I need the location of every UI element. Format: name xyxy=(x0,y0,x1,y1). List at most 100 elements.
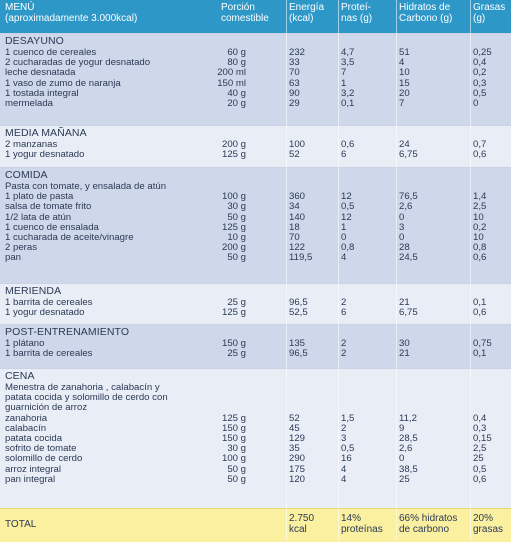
item-protein: 7 xyxy=(341,67,347,79)
table-row: pan 50 g 119,5 4 24,5 0,6 xyxy=(0,253,511,263)
item-protein: 2 xyxy=(341,338,347,349)
section-description: Menestra de zanahoria , calabacín y pata… xyxy=(5,382,168,414)
item-fat: 0,5 xyxy=(473,463,487,475)
item-energy: 34 xyxy=(289,201,300,213)
item-protein: 0,1 xyxy=(341,98,355,109)
section-title: COMIDA xyxy=(5,169,48,181)
item-fat: 0,3 xyxy=(473,422,487,434)
section-2: COMIDA Pasta con tomate, y ensalada de at… xyxy=(0,167,511,283)
item-energy: 119,5 xyxy=(289,252,313,264)
item-carbs: 0 xyxy=(399,211,405,223)
item-portion: 125 g xyxy=(221,221,246,233)
table-row: 1 plátano 150 g 135 2 30 0,75 xyxy=(0,338,511,349)
item-energy: 33 xyxy=(289,57,300,69)
item-energy: 52,5 xyxy=(289,307,308,319)
item-name: 1 cuenco de cereales xyxy=(5,47,97,58)
table-row: 2 manzanas 200 g 100 0,6 24 0,7 xyxy=(0,139,511,150)
item-carbs: 15 xyxy=(399,77,410,89)
item-name: leche desnatada xyxy=(5,67,76,79)
item-energy: 360 xyxy=(289,191,306,203)
column-divider xyxy=(286,0,287,541)
total-protein: 14% proteínas xyxy=(341,513,383,535)
item-fat: 0,1 xyxy=(473,297,487,308)
item-carbs: 21 xyxy=(399,348,410,360)
item-name: 1 barrita de cereales xyxy=(5,348,93,360)
table-row: 1 plato de pasta 100 g 360 12 76,5 1,4 xyxy=(0,191,511,203)
item-portion: 150 g xyxy=(221,433,246,444)
item-carbs: 0 xyxy=(399,453,405,465)
item-energy: 120 xyxy=(289,473,306,485)
total-fat: 20% grasas xyxy=(473,513,504,535)
table-row: arroz integral 50 g 175 4 38,5 0,5 xyxy=(0,463,511,475)
item-carbs: 51 xyxy=(399,47,410,58)
item-portion: 200 g xyxy=(221,242,246,254)
item-fat: 0,8 xyxy=(473,242,487,254)
item-carbs: 6,75 xyxy=(399,307,418,319)
section-title: CENA xyxy=(5,370,35,382)
item-name: 1 barrita de cereales xyxy=(5,297,93,308)
table-row: patata cocida 150 g 129 3 28,5 0,15 xyxy=(0,433,511,444)
item-fat: 0,4 xyxy=(473,412,487,424)
item-protein: 12 xyxy=(341,191,352,203)
header-fat: Grasas (g) xyxy=(473,2,506,24)
item-energy: 100 xyxy=(289,139,306,150)
item-name: 1/2 lata de atún xyxy=(5,211,72,223)
item-portion: 80 g xyxy=(227,57,246,69)
table-row: 1 tostada integral 40 g 90 3,2 20 0,5 xyxy=(0,87,511,99)
item-carbs: 9 xyxy=(399,422,405,434)
item-carbs: 7 xyxy=(399,98,405,109)
item-protein: 2 xyxy=(341,348,347,360)
table-row: 1 barrita de cereales 25 g 96,5 2 21 0,1 xyxy=(0,297,511,308)
header-protein: Proteí- nas (g) xyxy=(341,2,373,24)
item-protein: 0,6 xyxy=(341,139,355,150)
table-row: sofrito de tomate 30 g 35 0,5 2,6 2,5 xyxy=(0,443,511,455)
item-carbs: 20 xyxy=(399,87,410,99)
total-label: TOTAL xyxy=(5,519,37,530)
item-portion: 100 g xyxy=(221,191,246,203)
table-row: 2 peras 200 g 122 0,8 28 0,8 xyxy=(0,242,511,254)
item-energy: 175 xyxy=(289,463,306,475)
item-carbs: 21 xyxy=(399,297,410,308)
table-row: pan integral 50 g 120 4 25 0,6 xyxy=(0,473,511,485)
column-divider xyxy=(470,0,471,541)
section-4: POST-ENTRENAMIENTO 1 plátano 150 g 135 2 30 0,… xyxy=(0,324,511,368)
item-energy: 122 xyxy=(289,242,306,254)
item-fat: 2,5 xyxy=(473,443,487,455)
table-row: solomillo de cerdo 100 g 290 16 0 25 xyxy=(0,454,511,464)
item-fat: 0,6 xyxy=(473,473,487,485)
table-row: 2 cucharadas de yogur desnatado 80 g 33 3,5… xyxy=(0,57,511,69)
total-energy: 2.750 kcal xyxy=(289,513,315,535)
item-protein: 4 xyxy=(341,252,347,264)
item-fat: 0,25 xyxy=(473,47,492,58)
item-portion: 30 g xyxy=(227,201,246,213)
column-divider xyxy=(396,0,397,541)
item-name: sofrito de tomate xyxy=(5,443,77,455)
item-energy: 129 xyxy=(289,433,306,444)
section-1: MEDIA MAÑANA 2 manzanas 200 g 100 0,6 24 0,7 1 … xyxy=(0,125,511,167)
item-name: 1 plátano xyxy=(5,338,45,349)
item-protein: 2 xyxy=(341,422,347,434)
item-name: salsa de tomate frito xyxy=(5,201,92,213)
table-row: leche desnatada 200 ml 70 7 10 0,2 xyxy=(0,68,511,78)
item-protein: 0 xyxy=(341,232,347,243)
item-fat: 0,6 xyxy=(473,149,487,161)
item-energy: 45 xyxy=(289,422,300,434)
item-carbs: 3 xyxy=(399,221,405,233)
item-protein: 1 xyxy=(341,221,347,233)
table-row: 1 cuenco de cereales 60 g 232 4,7 51 0,25 xyxy=(0,47,511,58)
column-divider xyxy=(338,0,339,541)
item-portion: 50 g xyxy=(227,473,246,485)
item-carbs: 25 xyxy=(399,473,410,485)
item-fat: 25 xyxy=(473,453,484,465)
item-carbs: 76,5 xyxy=(399,191,418,203)
item-energy: 70 xyxy=(289,232,300,243)
item-protein: 4,7 xyxy=(341,47,355,58)
item-name: pan integral xyxy=(5,473,56,485)
item-carbs: 11,2 xyxy=(399,412,417,424)
item-portion: 25 g xyxy=(227,348,246,360)
item-carbs: 2,6 xyxy=(399,201,413,213)
header-energy: Energía (kcal) xyxy=(289,2,325,24)
table-header: MENÚ (aproximadamente 3.000kcal) Porción… xyxy=(0,0,511,33)
item-energy: 52 xyxy=(289,412,300,424)
